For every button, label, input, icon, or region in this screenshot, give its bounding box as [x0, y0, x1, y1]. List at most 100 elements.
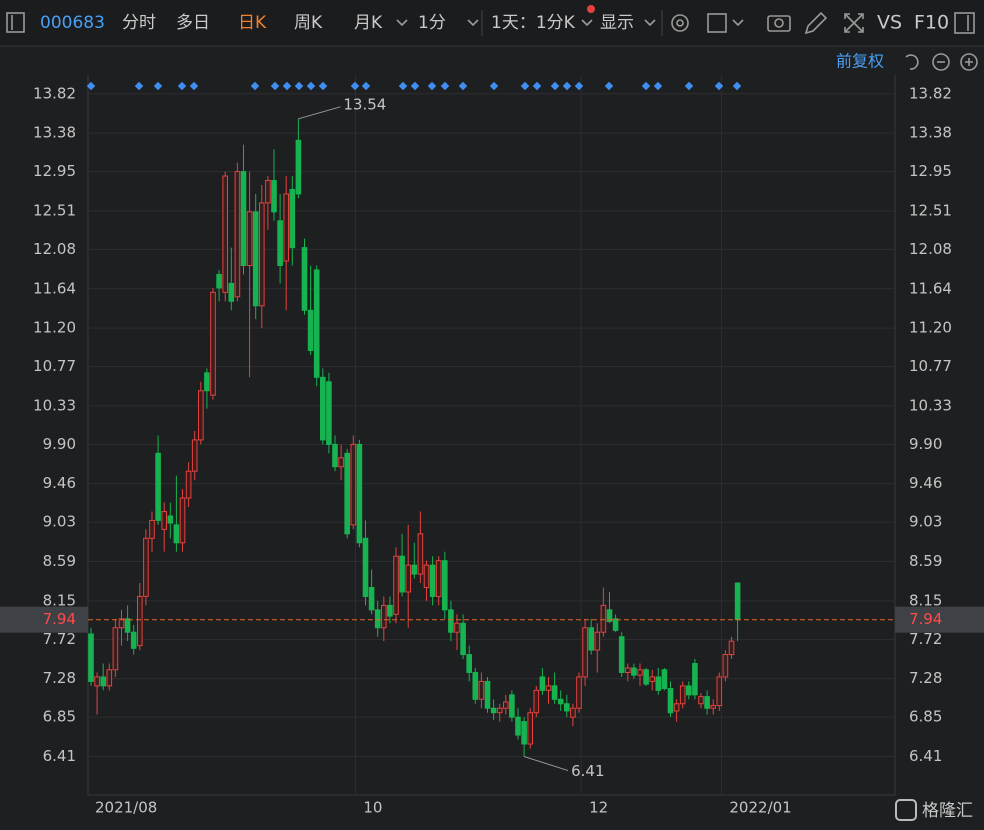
tab-active[interactable]: 日K: [238, 13, 267, 33]
tab[interactable]: 周K: [294, 13, 323, 33]
y-tick-label: 11.20: [33, 319, 76, 337]
candle-body: [399, 555, 405, 593]
candle-body: [692, 663, 698, 696]
zoom-out[interactable]: [932, 53, 950, 71]
candle-body: [472, 671, 479, 700]
candle-body: [295, 139, 302, 195]
chevron: [581, 19, 593, 27]
undo-icon[interactable]: [905, 54, 919, 70]
draw-icon[interactable]: [804, 11, 828, 35]
event-marker: [189, 81, 199, 91]
panel-toggle[interactable]: [954, 12, 975, 34]
low-leader: [523, 756, 569, 772]
candle-body: [185, 470, 192, 499]
fullscreen-icon[interactable]: [844, 13, 864, 33]
y-tick-label: 7.28: [43, 669, 76, 687]
event-marker: [153, 81, 163, 91]
y-tick-label-right: 10.33: [909, 396, 952, 414]
y-tick-label-right: 9.90: [909, 435, 942, 453]
y-tick-label: 9.46: [43, 474, 76, 492]
y-tick-label-right: 8.15: [909, 591, 942, 609]
stock-code[interactable]: 000683: [40, 13, 105, 33]
candle-body: [496, 707, 503, 714]
candle-body: [259, 202, 265, 307]
y-tick-label: 6.85: [43, 708, 76, 726]
event-marker: [350, 81, 360, 91]
settings-icon[interactable]: [671, 14, 689, 32]
camera-icon[interactable]: [767, 15, 791, 32]
adjust-mode[interactable]: 前复权: [836, 52, 884, 71]
tab[interactable]: 分时: [122, 13, 156, 33]
tab[interactable]: 1分: [418, 13, 446, 33]
y-tick-label-right: 6.41: [909, 747, 942, 765]
y-tick-label-right: 11.64: [909, 279, 952, 297]
tab[interactable]: 显示: [600, 13, 634, 33]
zoom-in[interactable]: [960, 53, 978, 71]
candle-body: [204, 372, 210, 392]
candle-body: [216, 273, 222, 289]
candle-body: [545, 685, 552, 691]
candle-body: [527, 712, 534, 745]
y-tick-label: 13.82: [33, 84, 76, 102]
candle-body: [198, 390, 204, 441]
candle-body: [289, 188, 296, 249]
event-marker: [489, 81, 499, 91]
candle-body: [326, 381, 332, 445]
candle-body: [557, 698, 564, 705]
candle-body: [637, 669, 643, 676]
candle-body: [417, 533, 424, 575]
compare-button[interactable]: VS: [877, 12, 902, 34]
candle-body: [728, 640, 735, 656]
y-tick-label: 8.15: [43, 591, 76, 609]
candle-body: [179, 497, 186, 544]
candle-body: [106, 669, 113, 687]
y-tick-label-right: 8.59: [909, 552, 942, 570]
event-marker: [282, 81, 292, 91]
sidebar-toggle[interactable]: [6, 12, 25, 33]
candle-body: [484, 680, 491, 709]
tab[interactable]: 1天：1分K: [491, 13, 576, 33]
tab[interactable]: 多日: [176, 13, 210, 33]
candle-body: [94, 676, 100, 687]
candle-body: [124, 618, 131, 633]
candle-body: [503, 701, 509, 709]
candle-body: [423, 564, 430, 588]
candle-body: [643, 669, 649, 685]
event-marker: [398, 81, 408, 91]
high-leader: [298, 106, 341, 120]
candle-body: [338, 457, 344, 468]
candle-body: [606, 609, 613, 622]
candle-body: [265, 180, 271, 204]
y-tick-label: 9.90: [43, 435, 76, 453]
last-price-label: 7.94: [43, 610, 76, 628]
candle-body: [466, 654, 472, 673]
candle-body: [460, 622, 466, 656]
candle-body: [667, 688, 674, 714]
chevron: [644, 19, 656, 27]
x-tick-label: 12: [589, 799, 608, 817]
camera-lens: [774, 18, 784, 28]
watermark-logo: [895, 799, 917, 821]
candle-body: [149, 519, 155, 539]
shape-icon[interactable]: [707, 13, 727, 33]
candle-body: [564, 703, 570, 712]
candle-body: [509, 694, 515, 718]
candle-body: [277, 220, 283, 267]
candle-body: [167, 515, 174, 524]
candle-body: [161, 510, 167, 530]
tab[interactable]: 月K: [354, 13, 383, 33]
f10-button[interactable]: F10: [914, 12, 949, 34]
y-tick-label: 10.33: [33, 396, 76, 414]
candle-body: [143, 537, 149, 597]
candle-body: [686, 685, 692, 696]
candle-body: [673, 703, 680, 712]
candle-body: [155, 452, 161, 521]
candle-body: [191, 439, 198, 472]
y-tick-label-right: 13.82: [909, 84, 952, 102]
candle-body: [661, 669, 668, 690]
candle-body: [679, 685, 686, 705]
y-tick-label-right: 9.03: [909, 513, 942, 531]
candle-body: [704, 696, 710, 709]
y-tick-label-right: 12.51: [909, 201, 952, 219]
